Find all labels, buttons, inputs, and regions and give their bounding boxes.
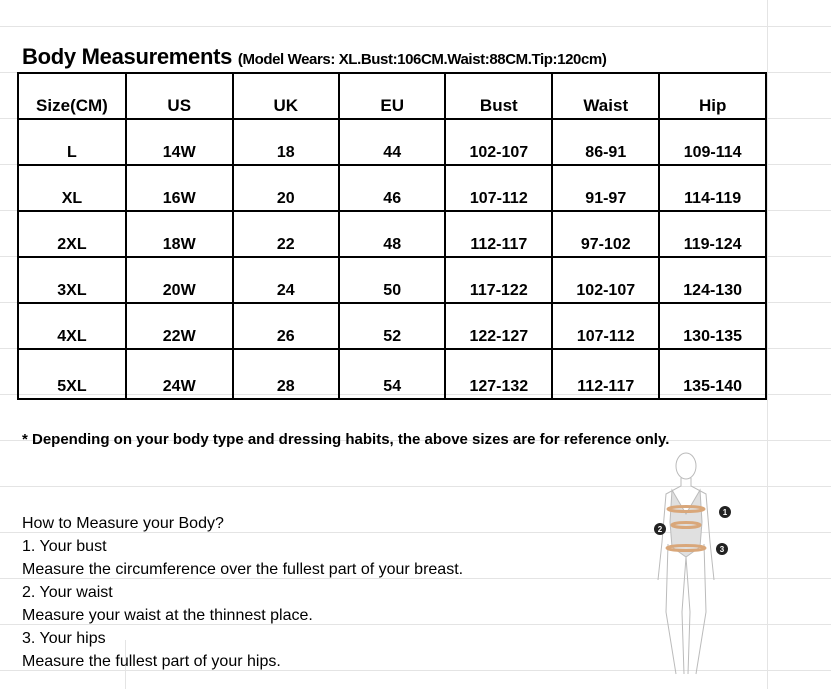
- marker-3: 3: [720, 545, 725, 554]
- table-cell: 124-130: [658, 256, 767, 304]
- howto-item: Measure the circumference over the fulle…: [22, 561, 464, 578]
- table-cell: 112-117: [551, 348, 661, 400]
- bust-band: [666, 505, 706, 513]
- table-cell: 107-112: [551, 302, 661, 350]
- table-cell: 117-122: [444, 256, 554, 304]
- howto-item: 3. Your hips: [22, 630, 106, 647]
- howto-item: Measure the fullest part of your hips.: [22, 653, 281, 670]
- table-cell: 2XL: [17, 210, 127, 258]
- table-cell: 50: [337, 256, 447, 304]
- table-row: L 14W 18 44 102-107 86-91 109-114: [17, 118, 767, 166]
- table-cell: 130-135: [658, 302, 767, 350]
- table-cell: L: [17, 118, 127, 166]
- reference-note: * Depending on your body type and dressi…: [22, 431, 670, 448]
- table-cell: 24W: [124, 348, 234, 400]
- table-cell: 97-102: [551, 210, 661, 258]
- how-to-measure: How to Measure your Body? 1. Your bust M…: [22, 512, 463, 673]
- table-cell: 54: [337, 348, 447, 400]
- page-title: Body Measurements (Model Wears: XL.Bust:…: [22, 44, 607, 70]
- table-cell: 135-140: [658, 348, 767, 400]
- table-cell: 18: [231, 118, 341, 166]
- column-header: EU: [337, 72, 447, 120]
- column-header: Waist: [551, 72, 661, 120]
- column-header: Bust: [444, 72, 554, 120]
- table-cell: 22: [231, 210, 341, 258]
- table-cell: 107-112: [444, 164, 554, 212]
- table-cell: 14W: [124, 118, 234, 166]
- table-cell: 44: [337, 118, 447, 166]
- table-cell: 24: [231, 256, 341, 304]
- table-row: 4XL 22W 26 52 122-127 107-112 130-135: [17, 302, 767, 350]
- howto-item: 2. Your waist: [22, 584, 113, 601]
- column-header: Size(CM): [17, 72, 127, 120]
- howto-heading: How to Measure your Body?: [22, 515, 224, 532]
- table-row: 5XL 24W 28 54 127-132 112-117 135-140: [17, 348, 767, 400]
- column-header: UK: [231, 72, 341, 120]
- column-header: Hip: [658, 72, 767, 120]
- table-cell: 122-127: [444, 302, 554, 350]
- table-cell: 18W: [124, 210, 234, 258]
- howto-item: 1. Your bust: [22, 538, 107, 555]
- table-cell: 3XL: [17, 256, 127, 304]
- table-cell: 91-97: [551, 164, 661, 212]
- column-header: US: [124, 72, 234, 120]
- table-cell: 86-91: [551, 118, 661, 166]
- howto-item: Measure your waist at the thinnest place…: [22, 607, 313, 624]
- marker-2: 2: [658, 525, 663, 534]
- table-cell: 46: [337, 164, 447, 212]
- table-cell: 20W: [124, 256, 234, 304]
- title-main: Body Measurements: [22, 44, 233, 69]
- table-header-row: Size(CM) US UK EU Bust Waist Hip: [17, 72, 767, 120]
- table-row: XL 16W 20 46 107-112 91-97 114-119: [17, 164, 767, 212]
- marker-1: 1: [723, 508, 728, 517]
- table-row: 3XL 20W 24 50 117-122 102-107 124-130: [17, 256, 767, 304]
- table-cell: 102-107: [551, 256, 661, 304]
- grid-line: [125, 640, 126, 689]
- title-sub: (Model Wears: XL.Bust:106CM.Waist:88CM.T…: [237, 51, 607, 68]
- table-cell: 127-132: [444, 348, 554, 400]
- table-cell: 48: [337, 210, 447, 258]
- size-table: Size(CM) US UK EU Bust Waist Hip L 14W 18 44 102-1…: [17, 72, 767, 400]
- table-cell: 114-119: [658, 164, 767, 212]
- table-cell: 26: [231, 302, 341, 350]
- table-cell: 119-124: [658, 210, 767, 258]
- table-cell: 20: [231, 164, 341, 212]
- table-cell: 28: [231, 348, 341, 400]
- table-cell: 22W: [124, 302, 234, 350]
- hip-band: [665, 544, 707, 552]
- table-cell: 16W: [124, 164, 234, 212]
- table-cell: XL: [17, 164, 127, 212]
- table-row: 2XL 18W 22 48 112-117 97-102 119-124: [17, 210, 767, 258]
- table-cell: 109-114: [658, 118, 767, 166]
- body-figure-illustration: 1 2 3: [654, 452, 731, 675]
- table-cell: 5XL: [17, 348, 127, 400]
- table-cell: 52: [337, 302, 447, 350]
- table-cell: 4XL: [17, 302, 127, 350]
- table-cell: 112-117: [444, 210, 554, 258]
- grid-line: [767, 0, 768, 689]
- waist-band: [670, 521, 702, 529]
- table-cell: 102-107: [444, 118, 554, 166]
